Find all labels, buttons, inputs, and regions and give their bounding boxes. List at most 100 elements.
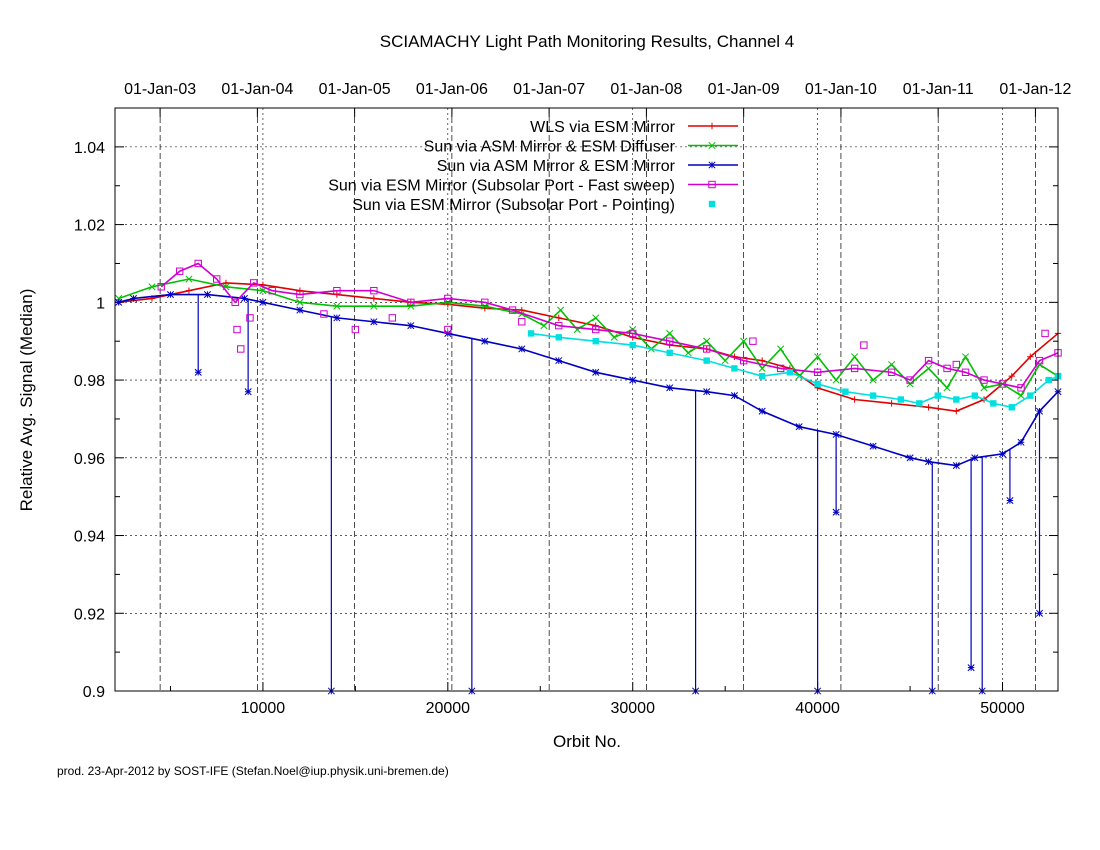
data-point <box>906 454 914 462</box>
dip-point <box>244 388 252 396</box>
data-point <box>666 337 674 345</box>
legend-marker <box>708 200 716 208</box>
legend-marker <box>708 180 716 189</box>
data-point <box>333 291 341 298</box>
data-point <box>666 329 674 337</box>
excursion-point <box>246 314 254 322</box>
data-point <box>518 306 525 314</box>
data-point <box>953 407 960 415</box>
dip-point <box>194 368 202 376</box>
data-point <box>1008 372 1015 380</box>
data-point <box>776 364 785 373</box>
data-point <box>925 458 933 466</box>
data-point <box>869 392 877 399</box>
data-point <box>925 404 932 411</box>
data-point <box>1017 384 1025 392</box>
data-point <box>888 400 895 407</box>
legend-label: Sun via ASM Mirror & ESM Diffuser <box>424 139 676 156</box>
axis-ticks: 0.9 0.92 0.94 0.96 0.98 1 1.02 1.04 10000 20000 30… <box>74 81 1072 717</box>
legend-marker <box>708 141 716 150</box>
data-point <box>527 330 535 337</box>
data-point <box>971 392 978 399</box>
excursion-point <box>388 314 397 322</box>
data-point <box>998 450 1007 458</box>
series-4 <box>157 259 1062 392</box>
data-point <box>814 353 822 361</box>
data-point <box>906 380 914 388</box>
data-point <box>148 283 156 291</box>
data-point <box>407 322 415 330</box>
data-point <box>185 275 193 283</box>
data-point <box>998 380 1007 388</box>
y-axis-label: Relative Avg. Signal (Median) <box>17 289 36 512</box>
y-tick-label: 1.02 <box>74 218 105 235</box>
data-point <box>592 322 599 329</box>
top-tick-label: 01-Jan-06 <box>416 81 488 98</box>
data-point <box>407 302 415 310</box>
data-point <box>906 376 914 384</box>
series-5-line <box>530 332 1059 409</box>
data-point <box>629 329 637 338</box>
legend-marker <box>708 161 716 169</box>
data-point <box>194 259 202 268</box>
top-tick-label: 01-Jan-11 <box>903 81 974 98</box>
data-point <box>555 334 562 341</box>
data-point <box>370 302 378 310</box>
data-point <box>887 368 896 376</box>
x-axis-label: Orbit No. <box>553 732 621 751</box>
legend-label: Sun via ESM Mirror (Subsolar Port - Poin… <box>352 197 675 214</box>
data-point <box>1008 404 1015 411</box>
excursion-point <box>749 337 757 345</box>
data-point <box>296 290 304 299</box>
data-point <box>249 279 258 287</box>
data-point <box>953 396 960 403</box>
data-point <box>481 302 489 310</box>
legend-item-3: Sun via ASM Mirror & ESM Mirror <box>437 158 738 175</box>
top-tick-label: 01-Jan-03 <box>124 81 196 98</box>
data-point <box>629 325 637 334</box>
data-point <box>730 392 738 400</box>
excursion-point <box>518 318 526 326</box>
top-tick-label: 01-Jan-10 <box>805 81 877 98</box>
top-tick-label: 01-Jan-07 <box>513 81 585 98</box>
data-point <box>850 364 859 373</box>
legend-label: WLS via ESM Mirror <box>530 119 676 136</box>
data-point <box>296 287 304 294</box>
plot-frame <box>114 107 1059 692</box>
data-point <box>333 302 341 310</box>
data-point <box>1027 353 1034 360</box>
excursion-point <box>952 360 961 369</box>
data-point <box>703 388 711 396</box>
footer-credit: prod. 23-Apr-2012 by SOST-IFE (Stefan.No… <box>57 764 449 778</box>
series-4-line <box>160 262 1059 389</box>
data-point <box>629 334 636 341</box>
data-point <box>481 337 489 345</box>
data-point <box>212 275 221 283</box>
data-point <box>370 318 378 326</box>
data-point <box>842 388 849 395</box>
data-point <box>1017 438 1025 446</box>
data-point <box>259 298 267 306</box>
top-tick-label: 01-Jan-08 <box>610 81 682 98</box>
legend: WLS via ESM Mirror Sun via ASM Mirror & E… <box>328 119 738 214</box>
excursion-point <box>351 325 360 334</box>
data-point <box>333 314 341 322</box>
data-point <box>592 314 600 322</box>
series-2-line <box>118 278 1059 397</box>
dip-point <box>967 664 975 672</box>
data-point <box>971 454 979 462</box>
data-point <box>1027 392 1034 399</box>
data-point <box>231 298 239 307</box>
data-point <box>1045 376 1052 384</box>
excursion-point <box>860 341 868 349</box>
data-point <box>980 376 988 384</box>
data-point <box>916 400 923 407</box>
data-point <box>851 396 858 403</box>
data-point <box>555 357 563 365</box>
data-point <box>592 368 600 376</box>
data-point <box>166 291 175 299</box>
dip-point <box>1035 609 1044 617</box>
data-point <box>684 349 692 357</box>
data-point <box>795 423 803 431</box>
data-point <box>629 376 637 384</box>
